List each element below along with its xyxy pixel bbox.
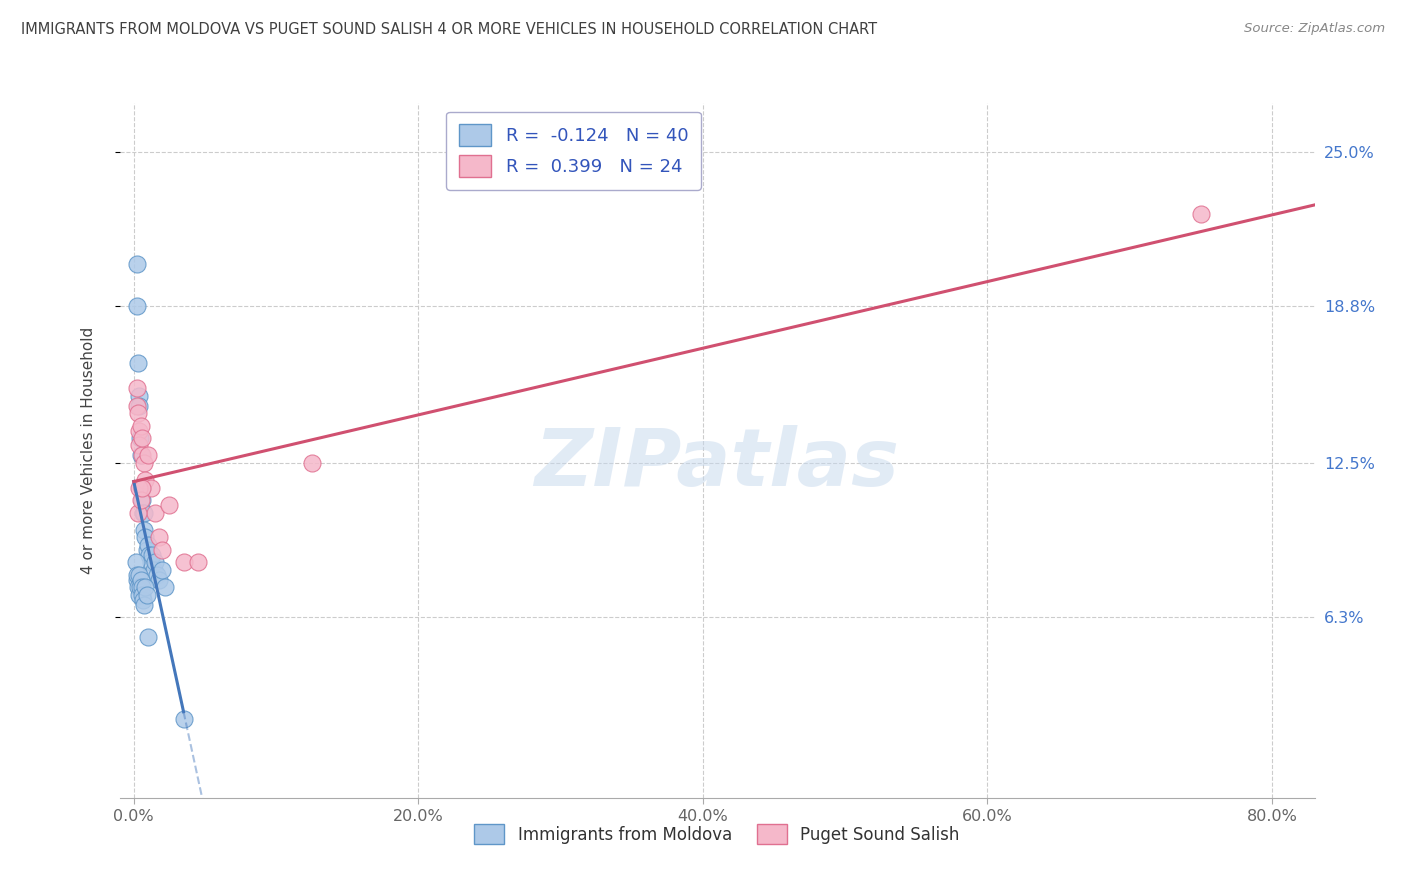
Point — [187, 555, 209, 569]
Point — [142, 563, 165, 577]
Point — [138, 548, 160, 562]
Point — [136, 630, 159, 644]
Point — [129, 493, 152, 508]
Point — [127, 357, 149, 371]
Point — [136, 449, 159, 463]
Point — [128, 567, 150, 582]
Point — [131, 431, 153, 445]
Point — [127, 299, 149, 313]
Point — [128, 399, 150, 413]
Point — [131, 580, 153, 594]
Point — [128, 424, 150, 438]
Point — [132, 592, 155, 607]
Point — [148, 573, 170, 587]
Point — [153, 580, 176, 594]
Point — [135, 542, 157, 557]
Point — [128, 481, 150, 495]
Point — [131, 449, 153, 463]
Text: ZIPatlas: ZIPatlas — [534, 425, 900, 503]
Point — [128, 588, 150, 602]
Point — [127, 567, 149, 582]
Point — [132, 506, 155, 520]
Point — [132, 506, 155, 520]
Point — [129, 573, 152, 587]
Point — [131, 481, 153, 495]
Point — [129, 580, 152, 594]
Point — [129, 449, 152, 463]
Point — [173, 712, 195, 726]
Point — [127, 406, 149, 420]
Point — [145, 567, 167, 582]
Point — [139, 481, 162, 495]
Point — [128, 438, 150, 452]
Point — [127, 506, 149, 520]
Point — [134, 580, 156, 594]
Point — [143, 555, 166, 569]
Point — [131, 481, 153, 495]
Point — [125, 573, 148, 587]
Point — [131, 588, 153, 602]
Point — [125, 257, 148, 271]
Point — [134, 530, 156, 544]
Point — [1189, 207, 1212, 221]
Point — [132, 456, 155, 470]
Point — [148, 530, 170, 544]
Point — [150, 542, 173, 557]
Point — [150, 563, 173, 577]
Y-axis label: 4 or more Vehicles in Household: 4 or more Vehicles in Household — [82, 326, 96, 574]
Point — [143, 506, 166, 520]
Point — [134, 523, 156, 537]
Text: IMMIGRANTS FROM MOLDOVA VS PUGET SOUND SALISH 4 OR MORE VEHICLES IN HOUSEHOLD CO: IMMIGRANTS FROM MOLDOVA VS PUGET SOUND S… — [21, 22, 877, 37]
Text: Source: ZipAtlas.com: Source: ZipAtlas.com — [1244, 22, 1385, 36]
Point — [301, 456, 323, 470]
Point — [129, 418, 152, 433]
Point — [136, 538, 159, 552]
Point — [132, 598, 155, 612]
Point — [134, 473, 156, 487]
Point — [135, 588, 157, 602]
Point — [141, 548, 163, 562]
Point — [125, 555, 148, 569]
Point — [157, 498, 180, 512]
Point — [128, 389, 150, 403]
Point — [127, 381, 149, 395]
Point — [139, 555, 162, 569]
Point — [173, 555, 195, 569]
Point — [131, 493, 153, 508]
Legend: Immigrants from Moldova, Puget Sound Salish: Immigrants from Moldova, Puget Sound Sal… — [465, 815, 969, 853]
Point — [127, 580, 149, 594]
Point — [125, 399, 148, 413]
Point — [129, 431, 152, 445]
